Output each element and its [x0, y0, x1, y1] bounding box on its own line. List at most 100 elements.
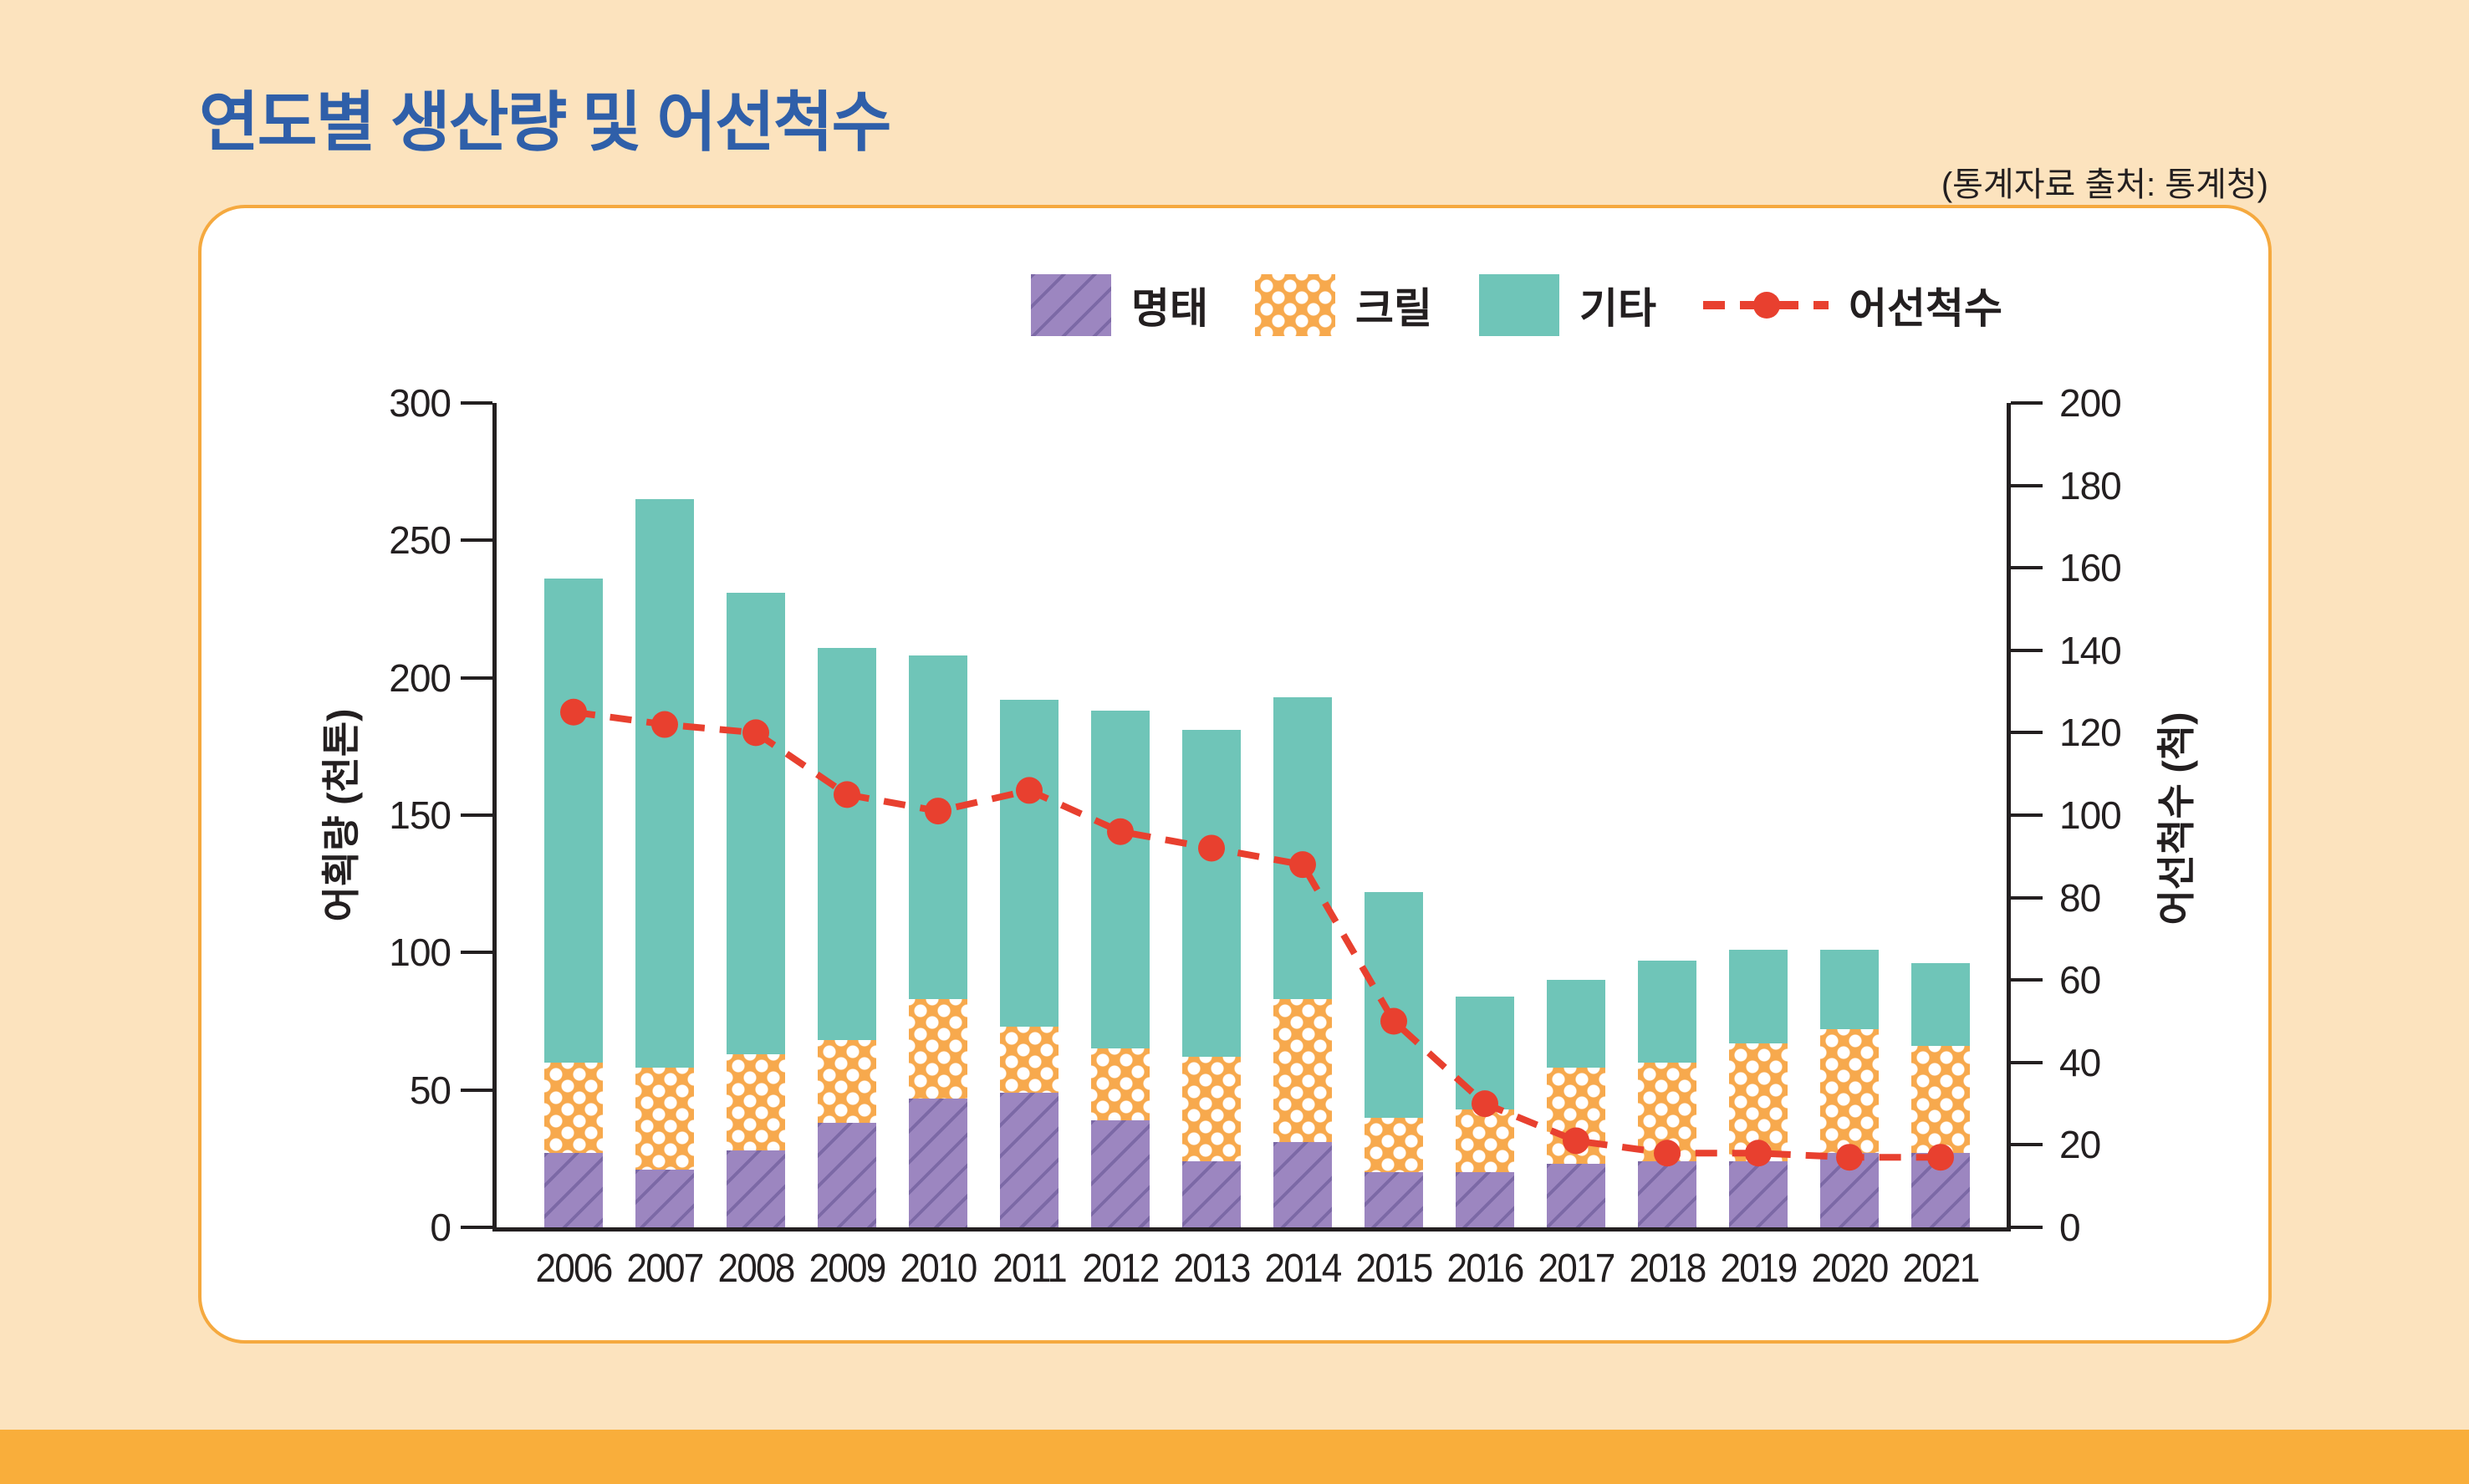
right-axis-tick: [2011, 1143, 2043, 1147]
bar-segment-krill: [1182, 1057, 1241, 1162]
x-axis-category-label: 2006: [535, 1247, 614, 1291]
vessel-count-marker: [560, 698, 587, 726]
bar-2011: [1000, 699, 1059, 1227]
bar-segment-pollock: [1182, 1161, 1241, 1227]
vessels-line-sample-icon: [1703, 292, 1829, 319]
bar-segment-pollock: [727, 1150, 785, 1227]
left-axis-tick: [461, 813, 492, 817]
chart-legend: 명태 크릴 기타 어선척수: [1031, 272, 2002, 339]
bar-2020: [1820, 950, 1879, 1227]
bar-2018: [1638, 961, 1696, 1227]
bar-segment-other: [727, 592, 785, 1054]
legend-label-vessels: 어선척수: [1849, 285, 2002, 332]
right-axis-tick: [2011, 813, 2043, 817]
right-axis-tick-label: 80: [2059, 875, 2101, 920]
legend-item-other: 기타: [1479, 274, 1656, 336]
left-axis-tick: [461, 401, 492, 405]
left-axis-tick: [461, 951, 492, 955]
legend-item-krill: 크릴: [1255, 274, 1432, 336]
bar-segment-other: [1365, 892, 1423, 1118]
x-axis-category-label: 2020: [1811, 1247, 1890, 1291]
vessel-count-marker: [1654, 1140, 1681, 1167]
bar-2013: [1182, 730, 1241, 1227]
x-axis-category-label: 2018: [1629, 1247, 1707, 1291]
x-axis-category-label: 2013: [1173, 1247, 1252, 1291]
bar-segment-other: [544, 579, 603, 1063]
left-axis-tick-label: 250: [389, 518, 451, 563]
bar-segment-other: [1273, 696, 1332, 1000]
bar-segment-other: [818, 647, 876, 1041]
bar-segment-krill: [818, 1040, 876, 1124]
right-axis-tick-label: 0: [2059, 1206, 2081, 1249]
x-axis-category-label: 2010: [900, 1247, 978, 1291]
bar-segment-other: [1547, 980, 1605, 1068]
x-axis-category-label: 2007: [626, 1247, 705, 1291]
right-axis-line: [2007, 403, 2011, 1232]
right-axis-tick: [2011, 895, 2043, 900]
x-axis-category-label: 2019: [1720, 1247, 1798, 1291]
bar-2016: [1456, 996, 1514, 1227]
bar-segment-pollock: [1729, 1161, 1788, 1227]
bottom-accent-strip: [0, 1430, 2469, 1484]
x-axis-category-label: 2014: [1264, 1247, 1343, 1291]
bar-2009: [818, 647, 876, 1227]
left-axis-tick: [461, 1088, 492, 1092]
bar-2010: [909, 655, 967, 1227]
left-axis-tick-label: 50: [409, 1068, 451, 1112]
bar-segment-pollock: [635, 1169, 694, 1227]
right-axis-tick: [2011, 731, 2043, 735]
legend-item-vessels: 어선척수: [1703, 275, 2002, 335]
right-axis-tick-label: 160: [2059, 546, 2122, 590]
vessel-count-marker: [834, 781, 860, 808]
right-axis-tick: [2011, 483, 2043, 487]
bar-segment-other: [1820, 950, 1879, 1030]
bar-segment-other: [1911, 963, 1970, 1047]
right-axis-tick-label: 40: [2059, 1040, 2101, 1084]
bar-2019: [1729, 950, 1788, 1227]
left-axis-tick-label: 150: [389, 793, 451, 837]
left-axis-line: [492, 403, 497, 1232]
vessel-count-marker: [1107, 818, 1134, 845]
bar-segment-pollock: [1273, 1142, 1332, 1227]
bar-segment-other: [1182, 730, 1241, 1058]
legend-item-pollock: 명태: [1031, 274, 1208, 336]
x-axis-category-label: 2017: [1538, 1247, 1616, 1291]
bar-segment-other: [909, 655, 967, 1000]
left-axis-tick: [461, 676, 492, 680]
bar-segment-krill: [544, 1062, 603, 1154]
bar-2006: [544, 579, 603, 1227]
right-axis-tick: [2011, 401, 2043, 405]
bar-segment-other: [635, 499, 694, 1068]
x-axis-category-label: 2011: [992, 1247, 1067, 1291]
bar-segment-krill: [635, 1068, 694, 1170]
vessel-count-marker: [1836, 1144, 1863, 1171]
vessel-count-marker: [742, 719, 769, 747]
bar-2015: [1365, 892, 1423, 1227]
vessel-count-line-layer: [560, 698, 1954, 1171]
right-axis-tick: [2011, 978, 2043, 982]
vessels-line-dot-icon: [1753, 292, 1780, 319]
vessel-count-marker: [925, 798, 951, 825]
pollock-swatch-icon: [1031, 274, 1111, 336]
source-note: (통계자료 출처: 통계청): [1941, 166, 2268, 203]
vessel-count-marker: [651, 711, 678, 738]
bar-segment-pollock: [544, 1153, 603, 1227]
right-axis-tick-label: 200: [2059, 381, 2122, 425]
right-axis-tick-label: 60: [2059, 958, 2101, 1002]
bar-segment-pollock: [818, 1123, 876, 1227]
bar-segment-pollock: [1091, 1119, 1150, 1227]
bar-2012: [1091, 711, 1150, 1227]
right-axis-tick: [2011, 1226, 2043, 1229]
bar-segment-other: [1638, 961, 1696, 1063]
bar-segment-krill: [1456, 1109, 1514, 1173]
right-axis-tick: [2011, 566, 2043, 570]
bar-segment-pollock: [1000, 1092, 1059, 1227]
bar-2008: [727, 592, 785, 1227]
right-axis-tick: [2011, 648, 2043, 652]
right-axis-tick-label: 120: [2059, 711, 2122, 755]
right-axis-tick: [2011, 1060, 2043, 1064]
right-axis-tick-label: 100: [2059, 793, 2122, 837]
bar-segment-pollock: [1456, 1172, 1514, 1227]
legend-label-pollock: 명태: [1131, 285, 1208, 332]
